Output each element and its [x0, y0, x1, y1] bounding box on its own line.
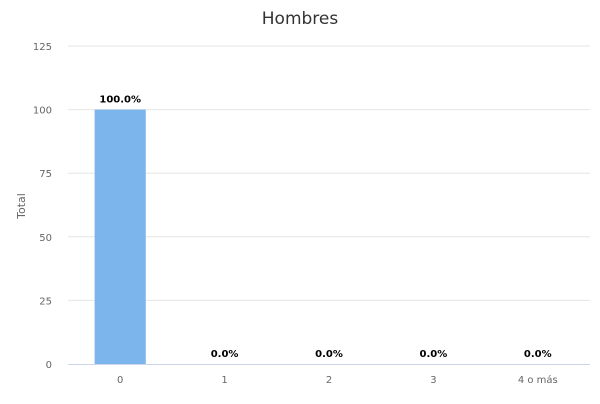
y-axis-ticks: 0 25 50 75 100 125 — [33, 42, 52, 371]
data-label: 0.0% — [211, 349, 239, 360]
data-label: 0.0% — [420, 349, 448, 360]
bars — [94, 109, 146, 364]
x-tick-label: 1 — [221, 375, 227, 386]
chart-title: Hombres — [262, 9, 339, 29]
y-tick-label: 0 — [46, 360, 52, 371]
data-label: 0.0% — [315, 349, 343, 360]
x-tick-label: 0 — [117, 375, 123, 386]
grid-lines — [68, 45, 590, 301]
y-tick-label: 75 — [39, 169, 52, 180]
x-tick-label: 3 — [430, 375, 436, 386]
bar-0[interactable] — [94, 109, 146, 364]
x-tick-label: 4 o más — [518, 374, 558, 386]
data-label: 100.0% — [99, 95, 141, 106]
x-tick-label: 2 — [326, 375, 332, 386]
y-tick-label: 100 — [33, 106, 52, 117]
y-tick-label: 25 — [39, 296, 52, 307]
x-axis-ticks: 0 1 2 3 4 o más — [117, 374, 558, 386]
data-label: 0.0% — [524, 349, 552, 360]
y-tick-label: 50 — [39, 233, 52, 244]
y-tick-label: 125 — [33, 42, 52, 53]
y-axis-label: Total — [15, 193, 28, 220]
data-labels: 100.0% 0.0% 0.0% 0.0% 0.0% — [99, 95, 551, 360]
